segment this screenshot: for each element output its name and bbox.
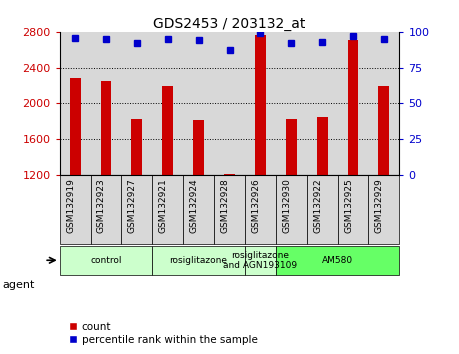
Text: GSM132929: GSM132929 (375, 178, 384, 233)
FancyBboxPatch shape (276, 175, 307, 244)
Text: GSM132927: GSM132927 (128, 178, 137, 233)
Bar (224, 174, 235, 175)
Bar (152, 32, 183, 175)
Title: GDS2453 / 203132_at: GDS2453 / 203132_at (153, 17, 306, 31)
FancyBboxPatch shape (245, 246, 276, 275)
Text: AM580: AM580 (322, 256, 353, 265)
FancyBboxPatch shape (369, 175, 399, 244)
FancyBboxPatch shape (276, 246, 399, 275)
Bar (131, 119, 142, 175)
Bar (214, 32, 245, 175)
Bar (60, 32, 90, 175)
Bar (347, 40, 358, 175)
Bar (101, 81, 112, 175)
Bar (122, 32, 152, 175)
Bar (379, 86, 389, 175)
Text: GSM132928: GSM132928 (220, 178, 230, 233)
FancyBboxPatch shape (183, 175, 214, 244)
Text: agent: agent (2, 280, 35, 290)
FancyBboxPatch shape (60, 175, 90, 244)
Text: rosiglitazone
and AGN193109: rosiglitazone and AGN193109 (224, 251, 297, 270)
Bar (317, 116, 328, 175)
FancyBboxPatch shape (245, 175, 276, 244)
FancyBboxPatch shape (152, 246, 245, 275)
Bar (286, 119, 297, 175)
Text: GSM132926: GSM132926 (252, 178, 260, 233)
Bar (255, 35, 266, 175)
FancyBboxPatch shape (60, 246, 152, 275)
Bar (337, 32, 369, 175)
Text: GSM132924: GSM132924 (190, 178, 199, 233)
Bar (276, 32, 307, 175)
Bar (307, 32, 337, 175)
Text: GSM132925: GSM132925 (344, 178, 353, 233)
Bar (193, 120, 204, 175)
Text: control: control (90, 256, 122, 265)
Text: GSM132923: GSM132923 (97, 178, 106, 233)
Text: rosiglitazone: rosiglitazone (170, 256, 228, 265)
Text: GSM132930: GSM132930 (282, 178, 291, 233)
FancyBboxPatch shape (214, 175, 245, 244)
FancyBboxPatch shape (152, 175, 183, 244)
Legend: count, percentile rank within the sample: count, percentile rank within the sample (65, 317, 262, 349)
Bar (70, 78, 80, 175)
FancyBboxPatch shape (337, 175, 369, 244)
Text: GSM132919: GSM132919 (66, 178, 75, 233)
Bar (162, 86, 173, 175)
FancyBboxPatch shape (122, 175, 152, 244)
Text: GSM132921: GSM132921 (159, 178, 168, 233)
FancyBboxPatch shape (307, 175, 337, 244)
Text: GSM132922: GSM132922 (313, 178, 322, 233)
Bar (369, 32, 399, 175)
Bar (90, 32, 122, 175)
Bar (245, 32, 276, 175)
FancyBboxPatch shape (90, 175, 122, 244)
Bar (183, 32, 214, 175)
